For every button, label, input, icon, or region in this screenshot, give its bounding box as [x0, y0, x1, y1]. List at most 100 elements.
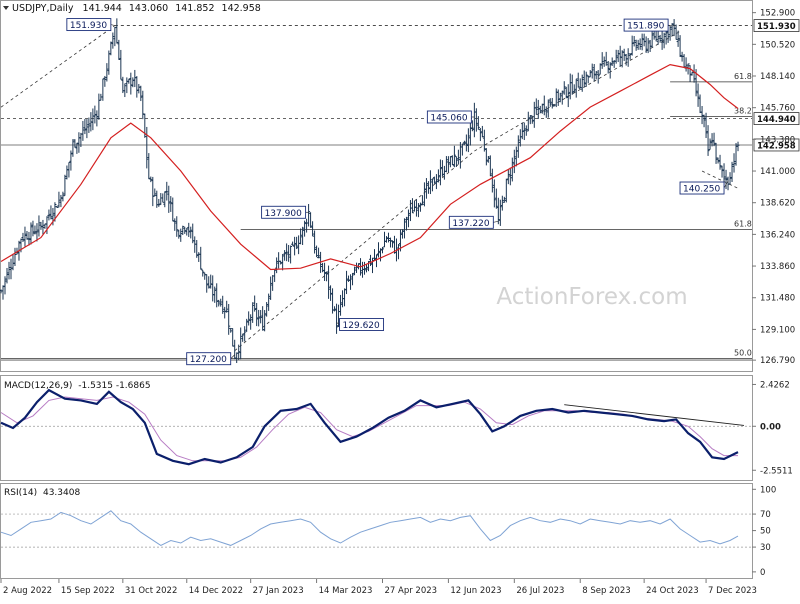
price-tick-label: 141.000: [760, 167, 795, 177]
ohlc-bar: [147, 153, 151, 180]
ohlc-bar: [386, 232, 390, 243]
ohlc-bar: [213, 286, 217, 303]
ohlc-bar: [71, 139, 75, 157]
ohlc-bar: [275, 257, 279, 274]
ohlc-bar: [662, 32, 666, 49]
ohlc-bar: [129, 72, 133, 95]
ohlc-bar: [27, 231, 31, 246]
price-trendline: [701, 170, 739, 189]
ohlc-bar: [436, 169, 440, 183]
ohlc-bar: [504, 178, 508, 203]
time-tick-label: 27 Jan 2023: [253, 586, 304, 596]
annotation-label: 140.250: [683, 185, 720, 195]
macd-tick-label: 0.00: [760, 422, 781, 432]
collapse-arrow-icon[interactable]: [3, 6, 9, 10]
ohlc-bar: [215, 283, 219, 308]
fib-label: 61.8: [734, 220, 752, 229]
rsi-plot: [0, 510, 752, 548]
ohlc-bar: [369, 254, 373, 267]
time-tick-label: 8 Sep 2023: [582, 586, 630, 596]
ohlc-bar: [329, 285, 333, 301]
ohlc-bar: [494, 188, 498, 209]
ohlc-bar: [484, 148, 488, 166]
high-value: 143.060: [129, 3, 168, 14]
price-trendline: [0, 25, 116, 108]
ohlc-bar: [59, 194, 63, 208]
ohlc-bar: [311, 221, 315, 237]
ohlc-bar: [678, 35, 682, 57]
ohlc-bar: [353, 266, 357, 276]
ohlc-bar: [83, 118, 87, 135]
ohlc-bar: [149, 176, 153, 183]
price-axis: 152.900 150.520 148.140 145.760 143.380 141.0…: [752, 9, 795, 366]
ohlc-bar: [622, 48, 626, 61]
ohlc-bar: [169, 196, 173, 212]
ohlc-bar: [620, 50, 624, 68]
ohlc-bar: [488, 155, 492, 177]
price-tick-label: 138.620: [760, 199, 795, 209]
ohlc-bar: [7, 261, 11, 280]
ohlc-bar: [229, 327, 233, 333]
ohlc-bar: [516, 135, 520, 158]
ohlc-bar: [536, 99, 540, 119]
ohlc-bar: [466, 128, 470, 153]
level-price-tag: [753, 112, 800, 125]
ohlc-bar: [446, 156, 450, 173]
ohlc-bar: [309, 212, 313, 228]
ohlc-bar: [31, 220, 35, 237]
ohlc-bar: [35, 223, 39, 242]
ohlc-bar: [269, 276, 273, 300]
ohlc-bar: [538, 105, 542, 114]
ohlc-bar: [5, 267, 9, 284]
ohlc-bar: [646, 38, 650, 54]
ohlc-bar: [339, 294, 343, 316]
moving-average-line: [0, 63, 739, 271]
ohlc-bar: [81, 120, 85, 141]
ohlc-bar: [175, 216, 179, 237]
ohlc-bar: [468, 120, 472, 146]
ohlc-bar: [161, 193, 165, 203]
ohlc-bar: [199, 246, 203, 270]
ohlc-bar: [402, 218, 406, 239]
ohlc-bar: [544, 106, 548, 118]
price-annotations: 151.930 151.890 145.060 137.900 137.220 129.6…: [66, 18, 729, 365]
ohlc-bar: [696, 83, 700, 107]
ohlc-bar: [227, 303, 231, 335]
time-tick-label: 14 Mar 2023: [319, 586, 373, 596]
ohlc-bar: [41, 219, 45, 235]
annotation-label: 137.220: [452, 219, 489, 229]
rsi-value: 43.3408: [43, 488, 80, 498]
ohlc-bar: [600, 52, 604, 69]
ohlc-bar: [540, 103, 544, 114]
annotation-leader: [668, 24, 673, 27]
ohlc-bar: [404, 216, 408, 231]
ohlc-bar: [626, 48, 630, 67]
ohlc-bar: [582, 70, 586, 88]
ohlc-bar: [630, 35, 634, 56]
fib-label: 38.2: [734, 106, 752, 115]
ohlc-bar: [185, 227, 189, 236]
ohlc-bar: [676, 30, 680, 47]
ohlc-bar: [267, 293, 271, 311]
ohlc-bar: [221, 295, 225, 314]
annotation-leader: [230, 354, 235, 359]
ohlc-bar: [380, 246, 384, 254]
ohlc-bar: [291, 241, 295, 246]
ohlc-bar: [251, 302, 255, 323]
ohlc-bar: [588, 70, 592, 78]
ohlc-bar: [452, 145, 456, 168]
ohlc-bar: [259, 310, 263, 324]
ohlc-bar: [189, 226, 193, 239]
ohlc-bar: [644, 36, 648, 53]
price-tick-label: 133.860: [760, 262, 795, 272]
ohlc-bar: [424, 178, 428, 199]
ohlc-bar: [522, 122, 526, 141]
ohlc-bar: [628, 53, 632, 60]
ohlc-bar: [255, 302, 259, 327]
ohlc-bar: [201, 269, 205, 277]
ohlc-bar: [512, 149, 516, 174]
ohlc-bar: [263, 310, 267, 332]
ohlc-bar: [558, 92, 562, 103]
ohlc-bar: [95, 110, 99, 127]
